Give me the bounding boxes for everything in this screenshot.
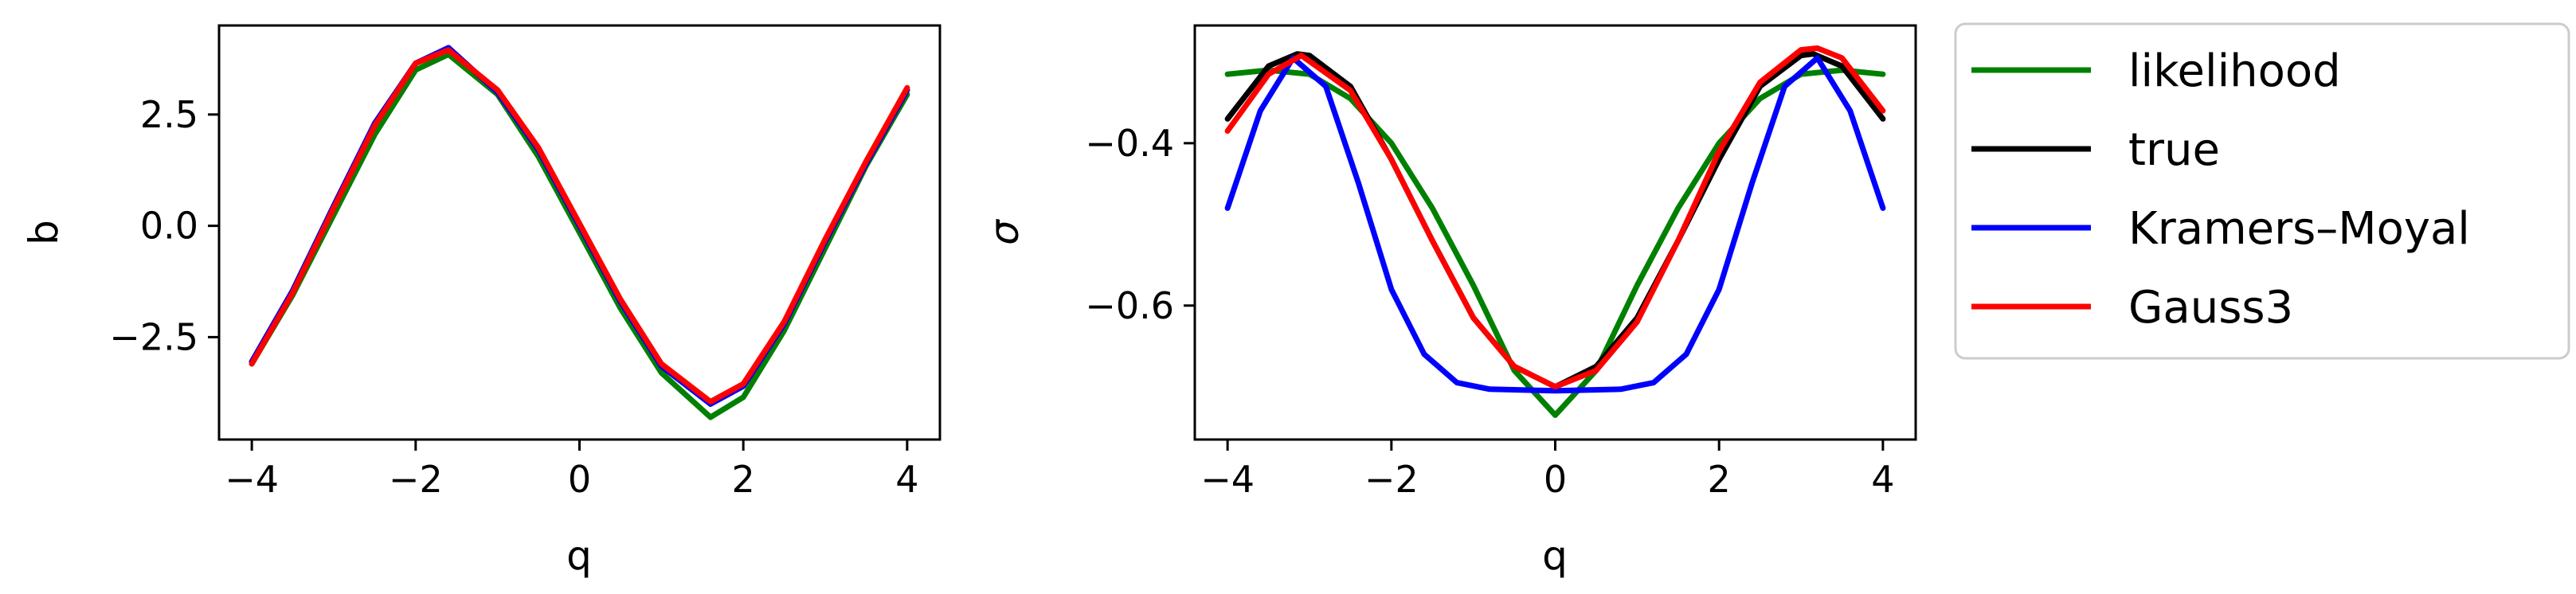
plot-b-vs-q: −4 −2 0 2 4 −2.5 0.0 2.5 q b bbox=[21, 24, 942, 579]
plot-sigma-xlabel: q bbox=[1542, 533, 1568, 579]
legend-label-gauss3: Gauss3 bbox=[2128, 282, 2293, 334]
plot-b-ytick-label: 0.0 bbox=[140, 205, 198, 248]
plot-sigma-area bbox=[1195, 25, 1916, 440]
plot-b-xtick-label: 2 bbox=[732, 458, 755, 501]
legend-label-likelihood: likelihood bbox=[2128, 45, 2341, 97]
plot-sigma-xtick-label: 4 bbox=[1871, 458, 1894, 501]
plot-b-frame bbox=[217, 24, 942, 441]
plot-b-ytick-label: −2.5 bbox=[109, 315, 198, 358]
plot-b-series-likelihood bbox=[249, 51, 910, 420]
plot-sigma-ylabel: σ bbox=[981, 219, 1028, 245]
plot-b-xtick-label: −4 bbox=[225, 458, 279, 501]
plot-b-xtick-label: 0 bbox=[568, 458, 591, 501]
plot-b-xtick-label: −2 bbox=[389, 458, 443, 501]
legend-box bbox=[1954, 22, 2570, 360]
plot-sigma-vs-q: −4 −2 0 2 4 −0.6 −0.4 q σ bbox=[981, 24, 1917, 579]
plot-b-series-gauss3 bbox=[249, 47, 910, 404]
plot-b-ticks-layer: −4 −2 0 2 4 −2.5 0.0 2.5 bbox=[109, 93, 918, 501]
legend-label-kramers-moyal: Kramers–Moyal bbox=[2128, 203, 2470, 255]
plot-sigma-xtick-label: 0 bbox=[1544, 458, 1567, 501]
plot-sigma-series-likelihood bbox=[1224, 67, 1886, 418]
plot-sigma-ytick-label: −0.6 bbox=[1085, 284, 1174, 327]
plot-b-xlabel: q bbox=[566, 533, 592, 579]
plot-b-ytick-label: 2.5 bbox=[140, 93, 198, 136]
plot-sigma-frame bbox=[1193, 24, 1917, 441]
plot-sigma-xtick-label: −4 bbox=[1200, 458, 1255, 501]
plot-sigma-ticks-layer: −4 −2 0 2 4 −0.6 −0.4 bbox=[1085, 122, 1894, 501]
plot-sigma-series-layer bbox=[1224, 45, 1886, 418]
plot-sigma-xtick-label: 2 bbox=[1708, 458, 1731, 501]
plot-sigma-xtick-label: −2 bbox=[1364, 458, 1419, 501]
plot-b-series-layer bbox=[249, 45, 910, 420]
plot-sigma-series-gauss3 bbox=[1224, 45, 1886, 390]
plot-sigma-series-kramers-moyal bbox=[1224, 55, 1886, 394]
legend-label-true: true bbox=[2128, 124, 2220, 176]
plot-sigma-ytick-label: −0.4 bbox=[1085, 122, 1174, 165]
legend: likelihood true Kramers–Moyal Gauss3 bbox=[1954, 22, 2570, 360]
plot-b-xtick-label: 4 bbox=[895, 458, 918, 501]
plot-b-ylabel: b bbox=[21, 220, 67, 245]
legend-entries: likelihood true Kramers–Moyal Gauss3 bbox=[1971, 45, 2470, 334]
